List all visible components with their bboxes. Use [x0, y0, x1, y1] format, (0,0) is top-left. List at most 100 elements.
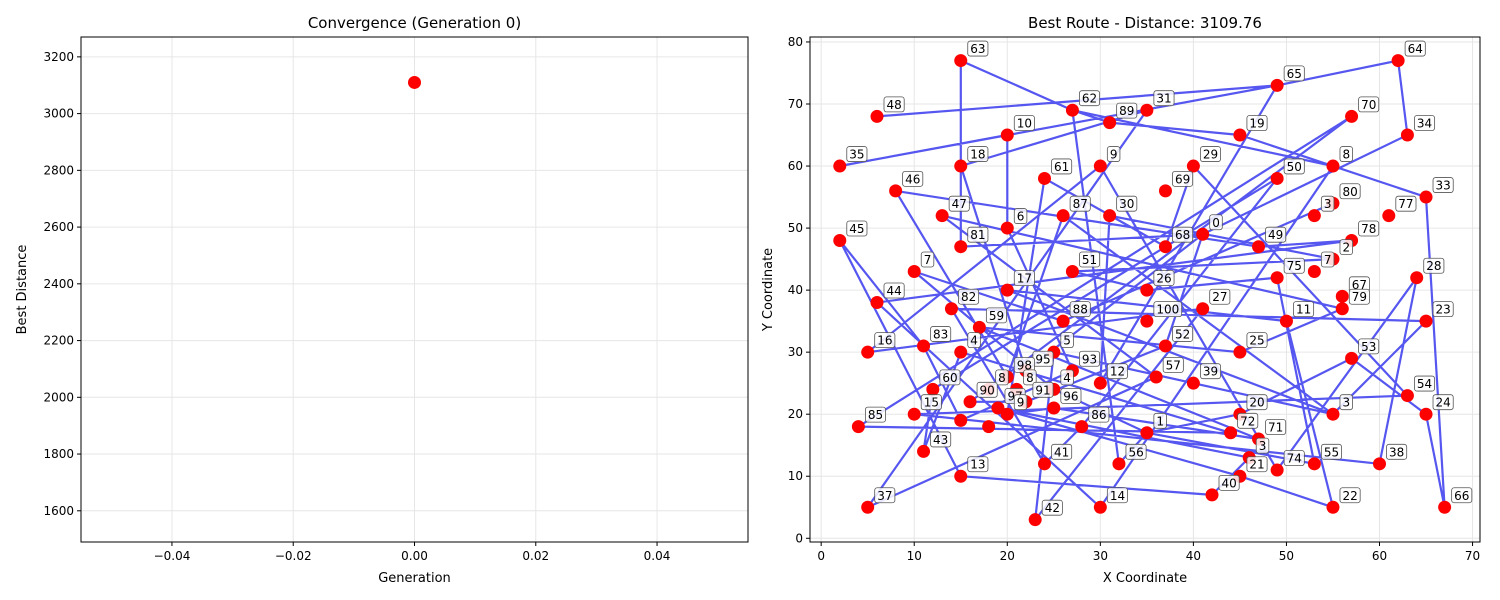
city-label: 29 — [1203, 148, 1218, 162]
city-label: 86 — [1091, 408, 1106, 422]
city-label: 42 — [1045, 501, 1060, 515]
city-label-box — [1432, 394, 1454, 411]
city-label: 96 — [1063, 389, 1078, 403]
y-tick-label: 2800 — [43, 163, 74, 177]
city-point — [889, 184, 903, 198]
city-label-box — [1246, 332, 1268, 349]
city-point — [1093, 376, 1107, 390]
plot-frame — [809, 36, 1481, 543]
city-label-box — [846, 220, 868, 237]
city-label: 3 — [1324, 197, 1332, 211]
city-point — [917, 444, 931, 458]
y-tick-label: 0 — [795, 531, 803, 545]
city-label-box — [948, 195, 970, 212]
city-point — [1056, 314, 1070, 328]
city-label-box — [1358, 338, 1380, 355]
city-point — [1038, 457, 1051, 471]
city-point — [954, 469, 968, 483]
city-label-box — [930, 431, 952, 448]
city-label-box — [1199, 146, 1221, 162]
city-label-box — [1320, 443, 1342, 460]
city-label-box — [1079, 90, 1101, 107]
city-point — [1186, 159, 1200, 173]
city-point — [954, 240, 968, 254]
city-label-box — [958, 288, 980, 305]
city-label-box — [874, 487, 896, 504]
city-label: 81 — [970, 228, 985, 242]
city-label-box — [1172, 326, 1194, 342]
city-label-box — [1013, 115, 1035, 131]
city-label: 69 — [1175, 172, 1190, 186]
city-point — [944, 302, 958, 316]
city-label-box — [1209, 214, 1223, 231]
city-point — [851, 420, 865, 434]
city-label: 68 — [1175, 228, 1190, 242]
city-label-box — [967, 40, 989, 57]
city-point — [1140, 283, 1154, 297]
city-label: 49 — [1268, 228, 1283, 242]
chart-title: Best Route - Distance: 3109.76 — [1028, 14, 1262, 32]
city-label: 38 — [1389, 445, 1404, 459]
city-label-box — [1246, 456, 1268, 473]
city-label: 41 — [1054, 445, 1069, 459]
city-point — [1373, 457, 1386, 471]
city-label-box — [1404, 40, 1426, 57]
city-label-box — [967, 332, 981, 349]
y-tick-label: 70 — [788, 97, 803, 111]
city-label-box — [1172, 226, 1194, 243]
city-label: 52 — [1175, 327, 1190, 341]
city-label-box — [967, 456, 989, 473]
city-point — [1307, 457, 1321, 471]
y-tick-label: 50 — [788, 221, 803, 235]
city-point — [1224, 426, 1238, 440]
y-tick-label: 3000 — [43, 107, 74, 121]
city-label: 25 — [1249, 334, 1264, 348]
city-label: 91 — [1035, 383, 1050, 397]
city-label: 9 — [1017, 396, 1025, 410]
city-label: 100 — [1156, 303, 1179, 317]
city-label: 24 — [1436, 396, 1451, 410]
city-label: 15 — [924, 396, 939, 410]
city-point — [1140, 103, 1154, 117]
convergence-chart: Convergence (Generation 0) −0.04 −0.02 0.00… — [15, 14, 749, 586]
city-point — [1419, 407, 1433, 421]
city-point — [1103, 116, 1117, 130]
city-label: 3 — [1259, 439, 1267, 453]
city-point — [1047, 401, 1061, 415]
city-label-box — [874, 332, 896, 349]
city-point — [926, 382, 940, 396]
city-point — [1205, 488, 1219, 502]
city-label-box — [1265, 419, 1287, 435]
city-point — [1438, 500, 1452, 514]
x-tick-label: −0.04 — [154, 549, 191, 563]
city-label: 19 — [1249, 117, 1264, 131]
y-tick-label: 2000 — [43, 390, 74, 404]
city-label-box — [1283, 65, 1305, 82]
city-point — [982, 420, 996, 434]
city-label: 43 — [933, 433, 948, 447]
city-label: 31 — [1156, 92, 1171, 106]
city-point — [1186, 376, 1200, 390]
city-label: 90 — [980, 383, 995, 397]
city-label: 54 — [1417, 377, 1432, 391]
city-point — [1326, 407, 1340, 421]
city-label: 95 — [1035, 352, 1050, 366]
city-label-box — [1358, 96, 1380, 113]
x-axis-label: X Coordinate — [1103, 571, 1187, 586]
city-label-box — [1432, 177, 1454, 193]
city-label: 23 — [1436, 303, 1451, 317]
city-label-box — [1451, 487, 1473, 504]
city-point — [1307, 265, 1321, 279]
city-label: 98 — [1017, 358, 1032, 372]
y-tick-label: 60 — [788, 159, 803, 173]
city-point — [1000, 283, 1014, 297]
city-label-box — [985, 307, 1007, 324]
y-tick-label: 80 — [788, 35, 803, 49]
city-point — [972, 320, 986, 334]
city-label: 50 — [1287, 160, 1302, 174]
city-label: 59 — [989, 309, 1004, 323]
city-point — [1028, 513, 1042, 527]
y-tick-label: 2600 — [43, 220, 74, 234]
city-point — [1335, 302, 1349, 316]
city-label: 10 — [1017, 117, 1032, 131]
